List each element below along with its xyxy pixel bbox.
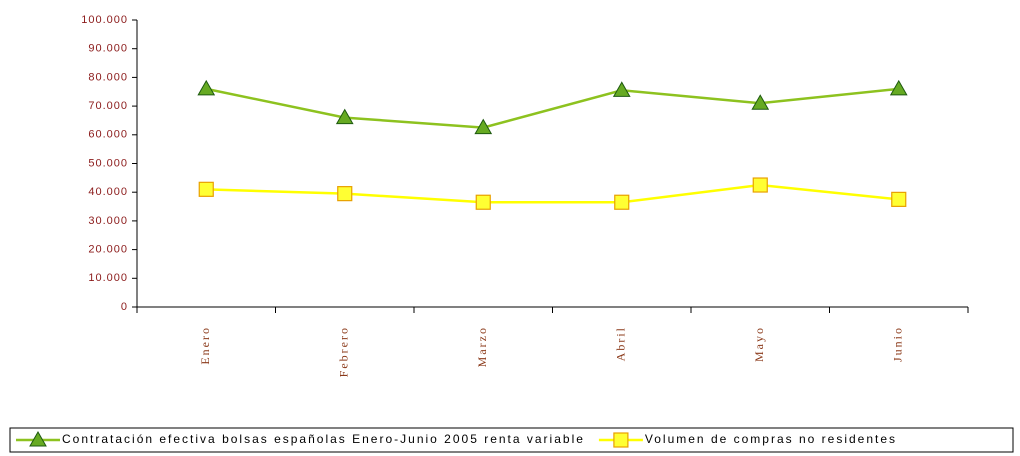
x-tick-label: Abril bbox=[614, 326, 628, 361]
marker bbox=[614, 194, 630, 210]
x-tick-label: Febrero bbox=[337, 326, 351, 377]
marker bbox=[337, 186, 353, 202]
y-tick-label: 80.000 bbox=[88, 71, 128, 83]
legend-marker bbox=[29, 430, 47, 447]
series-line bbox=[206, 183, 899, 204]
y-tick-label: 50.000 bbox=[88, 157, 128, 169]
marker bbox=[612, 81, 631, 97]
x-tick-label: Junio bbox=[891, 326, 905, 362]
marker bbox=[889, 79, 908, 96]
legend-marker bbox=[613, 432, 629, 448]
marker bbox=[197, 79, 216, 96]
y-tick-label: 60.000 bbox=[88, 129, 128, 141]
y-tick-label: 0 bbox=[121, 301, 128, 313]
x-tick-label: Enero bbox=[198, 326, 212, 365]
y-tick-label: 40.000 bbox=[88, 186, 128, 198]
legend-label: Contratación efectiva bolsas españolas E… bbox=[62, 432, 585, 446]
legend-label: Volumen de compras no residentes bbox=[645, 432, 897, 446]
marker bbox=[198, 181, 214, 197]
y-tick-label: 70.000 bbox=[88, 100, 128, 112]
y-tick-label: 10.000 bbox=[88, 272, 128, 284]
x-tick-label: Mayo bbox=[752, 326, 766, 362]
marker bbox=[891, 191, 907, 207]
y-tick-label: 100.000 bbox=[81, 14, 128, 26]
legend-box bbox=[9, 427, 1014, 453]
marker bbox=[335, 108, 354, 125]
x-tick-label: Marzo bbox=[475, 326, 489, 367]
marker bbox=[475, 194, 491, 210]
y-tick-label: 20.000 bbox=[88, 244, 128, 256]
marker bbox=[751, 94, 770, 110]
series-line bbox=[205, 87, 899, 129]
marker bbox=[474, 118, 493, 135]
y-tick-label: 90.000 bbox=[88, 43, 128, 55]
marker bbox=[752, 177, 768, 193]
y-tick-label: 30.000 bbox=[88, 215, 128, 227]
